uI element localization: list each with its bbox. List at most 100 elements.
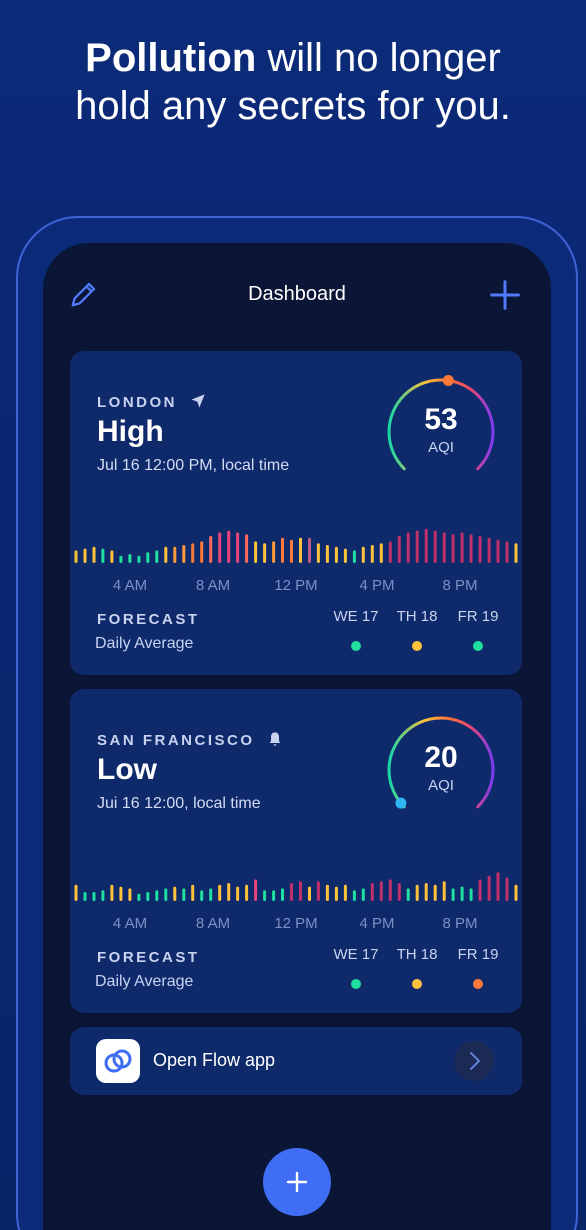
time-label: 4 PM bbox=[359, 915, 395, 932]
hourly-bar bbox=[415, 530, 419, 563]
forecast-subtitle: Daily Average bbox=[95, 635, 194, 652]
hourly-bar bbox=[514, 884, 518, 901]
hourly-bar bbox=[146, 552, 150, 563]
city-name: LONDON bbox=[97, 393, 206, 411]
hourly-bar bbox=[379, 543, 383, 563]
hourly-bar bbox=[308, 537, 311, 563]
hourly-bar bbox=[182, 545, 186, 563]
aqi-value: 53 bbox=[424, 403, 458, 436]
hourly-bar bbox=[155, 550, 159, 563]
hourly-bar bbox=[406, 888, 410, 901]
forecast-dot bbox=[412, 641, 422, 651]
hourly-bar bbox=[308, 886, 311, 901]
hourly-bar bbox=[74, 884, 78, 901]
hourly-bar bbox=[110, 550, 114, 563]
city-card-london[interactable]: LONDON High Jul 16 12:00 PM, local time … bbox=[70, 351, 522, 675]
forecast-dot bbox=[412, 979, 422, 989]
hourly-bars bbox=[74, 528, 518, 563]
hourly-bar bbox=[361, 546, 365, 563]
chevron-right-icon[interactable] bbox=[454, 1041, 494, 1081]
hourly-bar bbox=[343, 548, 347, 563]
hourly-bar bbox=[433, 530, 437, 563]
hourly-bar bbox=[334, 886, 338, 901]
hourly-bar bbox=[209, 536, 213, 563]
pollution-level: High bbox=[97, 415, 164, 448]
hourly-bar bbox=[496, 539, 500, 563]
hourly-bar bbox=[397, 883, 401, 901]
pencil-icon[interactable] bbox=[69, 279, 99, 309]
time-label: 4 AM bbox=[112, 577, 148, 594]
forecast-dot bbox=[351, 979, 361, 989]
hourly-bar bbox=[272, 890, 276, 901]
aqi-value: 20 bbox=[424, 741, 458, 774]
hourly-bar bbox=[487, 875, 491, 901]
hourly-bar bbox=[173, 546, 177, 563]
hourly-bar bbox=[119, 555, 123, 563]
forecast-dot bbox=[473, 641, 483, 651]
time-label: 4 PM bbox=[359, 577, 395, 594]
hourly-bar bbox=[110, 884, 114, 901]
page-title: Dashboard bbox=[248, 283, 346, 305]
hourly-bar bbox=[370, 545, 374, 563]
phone-screen: Dashboard LONDON High Jul 16 12:00 PM, l… bbox=[43, 243, 551, 1230]
hourly-bar bbox=[299, 537, 302, 563]
forecast-day: TH 18 bbox=[396, 946, 438, 963]
local-datetime: Jul 16 12:00 PM, local time bbox=[97, 457, 290, 474]
app-bar: Dashboard bbox=[43, 243, 551, 347]
plus-icon[interactable] bbox=[489, 279, 521, 311]
hourly-bar bbox=[191, 543, 195, 563]
hourly-bar bbox=[460, 532, 464, 563]
city-card-san-francisco[interactable]: SAN FRANCISCO Low Jui 16 12:00, local ti… bbox=[70, 689, 522, 1013]
hourly-bar bbox=[451, 534, 455, 563]
hourly-bar bbox=[424, 883, 428, 901]
hourly-bar bbox=[74, 550, 78, 563]
headline-line2: hold any secrets for you. bbox=[75, 84, 511, 128]
hourly-bar bbox=[101, 890, 105, 901]
hourly-bar bbox=[352, 550, 356, 563]
forecast-title: FORECAST bbox=[97, 949, 200, 966]
open-flow-app-button[interactable]: Open Flow app bbox=[70, 1027, 522, 1095]
hourly-bar bbox=[236, 532, 240, 563]
time-label: 8 AM bbox=[195, 577, 231, 594]
hourly-bar bbox=[164, 888, 168, 901]
hourly-bar bbox=[397, 536, 401, 563]
add-fab-button[interactable] bbox=[263, 1148, 331, 1216]
time-axis: 4 AM 8 AM 12 PM 4 PM 8 PM bbox=[70, 915, 522, 935]
hourly-bar bbox=[245, 534, 249, 563]
forecast-title: FORECAST bbox=[97, 611, 200, 628]
hourly-bar bbox=[290, 883, 293, 901]
time-label: 12 PM bbox=[274, 915, 318, 932]
hourly-bar bbox=[424, 528, 428, 563]
hourly-bar bbox=[299, 881, 302, 901]
location-arrow-icon bbox=[191, 394, 205, 408]
time-label: 4 AM bbox=[112, 915, 148, 932]
hourly-bar bbox=[352, 890, 356, 901]
hourly-bar bbox=[218, 884, 222, 901]
hourly-bar bbox=[325, 884, 329, 901]
hourly-bar bbox=[92, 892, 96, 901]
bell-icon bbox=[269, 732, 281, 746]
hourly-bar bbox=[137, 555, 141, 563]
flow-label: Open Flow app bbox=[153, 1050, 276, 1070]
hourly-bar bbox=[200, 541, 204, 563]
hourly-bar bbox=[370, 883, 374, 901]
hourly-bar bbox=[361, 888, 365, 901]
hourly-bar bbox=[415, 884, 419, 901]
hourly-bar bbox=[442, 532, 446, 563]
hourly-bar bbox=[128, 554, 132, 563]
hourly-bar bbox=[227, 530, 231, 563]
forecast-subtitle: Daily Average bbox=[95, 973, 194, 990]
hourly-bar bbox=[281, 537, 284, 563]
hourly-bar bbox=[388, 879, 392, 901]
hourly-bar bbox=[496, 872, 500, 901]
hourly-bar bbox=[379, 881, 383, 901]
hourly-bar bbox=[236, 886, 240, 901]
hourly-bar bbox=[469, 534, 473, 563]
hourly-bar bbox=[343, 884, 347, 901]
aqi-label: AQI bbox=[428, 777, 454, 794]
hourly-bars bbox=[74, 872, 518, 901]
headline-bold: Pollution bbox=[85, 36, 257, 80]
hourly-bar bbox=[478, 879, 482, 901]
hourly-bar bbox=[137, 893, 141, 901]
forecast-dot bbox=[351, 641, 361, 651]
